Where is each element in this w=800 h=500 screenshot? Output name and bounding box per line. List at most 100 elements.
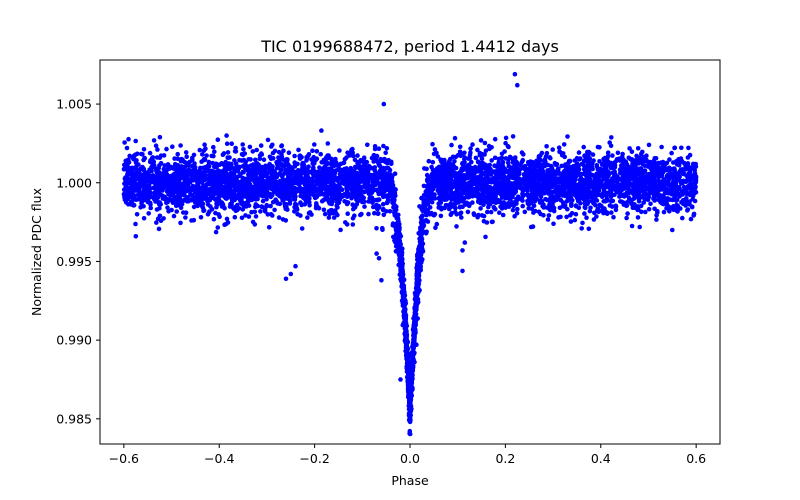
data-point [691, 213, 696, 218]
data-point [187, 159, 193, 165]
data-point [153, 143, 159, 148]
data-point [241, 182, 247, 188]
data-point [225, 150, 231, 155]
data-point [198, 215, 204, 220]
data-point [486, 201, 492, 207]
data-point [286, 175, 291, 180]
data-point [629, 149, 635, 154]
data-point [556, 179, 561, 185]
data-point [333, 156, 338, 162]
data-point [144, 170, 149, 175]
data-point [265, 191, 270, 197]
data-point [151, 178, 156, 183]
data-point [520, 203, 525, 209]
data-point [554, 162, 560, 167]
data-point [513, 187, 518, 193]
data-point [629, 223, 635, 229]
data-point [376, 197, 382, 202]
data-point [448, 201, 454, 206]
data-point [641, 155, 646, 160]
data-point [201, 187, 207, 192]
data-point [472, 171, 477, 177]
data-point [510, 207, 516, 213]
data-point [500, 212, 506, 218]
data-point [232, 187, 238, 193]
data-point [544, 173, 549, 179]
data-point [338, 193, 343, 198]
data-point [469, 159, 474, 165]
data-point [465, 185, 470, 190]
data-point [134, 162, 140, 167]
data-point [440, 169, 445, 175]
data-point [544, 150, 550, 156]
data-point [155, 174, 160, 179]
data-point [486, 187, 492, 193]
data-point [689, 166, 694, 171]
data-point [468, 175, 474, 180]
data-point [432, 211, 438, 217]
data-point [481, 185, 487, 190]
data-point [479, 213, 485, 218]
data-point [239, 215, 245, 221]
data-point [531, 187, 537, 192]
data-point [305, 215, 310, 220]
data-point [292, 163, 297, 169]
data-point [608, 143, 614, 149]
data-point [301, 176, 307, 182]
data-point [382, 188, 387, 194]
data-point [667, 209, 672, 214]
data-point [523, 180, 529, 185]
data-point [382, 156, 387, 162]
data-point [147, 150, 153, 156]
data-point [568, 219, 574, 224]
data-point [182, 193, 187, 198]
data-point [432, 192, 437, 197]
data-point [621, 202, 627, 207]
data-point [246, 214, 252, 219]
data-point [546, 191, 551, 196]
data-point [372, 210, 377, 216]
data-point [286, 165, 292, 170]
data-point [552, 196, 558, 202]
data-point [484, 194, 490, 199]
data-point [624, 215, 629, 221]
data-point [154, 185, 160, 191]
data-point [314, 194, 320, 199]
data-point [133, 221, 138, 227]
data-point [161, 153, 167, 158]
data-point [465, 201, 470, 207]
data-point [549, 171, 555, 177]
data-point [205, 212, 211, 217]
data-point [506, 144, 511, 150]
data-point [426, 199, 431, 204]
data-point [584, 189, 590, 194]
data-point [203, 193, 209, 198]
data-point [426, 158, 432, 164]
data-point [462, 150, 467, 156]
data-point [635, 160, 640, 166]
data-point [690, 196, 695, 202]
data-point [213, 186, 218, 191]
data-point [167, 193, 173, 198]
data-point [528, 196, 533, 201]
data-point [475, 214, 480, 220]
data-point [573, 211, 579, 217]
data-point [293, 190, 298, 195]
data-point [157, 200, 163, 205]
data-point [636, 196, 642, 202]
data-point [684, 199, 690, 205]
data-point [243, 204, 249, 209]
data-point [197, 147, 203, 153]
data-point [315, 181, 320, 187]
data-point [240, 142, 245, 147]
data-point [456, 181, 462, 186]
data-point [432, 147, 438, 152]
data-point [594, 189, 599, 195]
data-point [193, 177, 198, 183]
data-point [148, 205, 153, 211]
data-point [323, 197, 328, 202]
data-point [380, 227, 385, 232]
data-point [179, 156, 184, 162]
data-point [153, 193, 158, 198]
data-point [283, 218, 289, 223]
